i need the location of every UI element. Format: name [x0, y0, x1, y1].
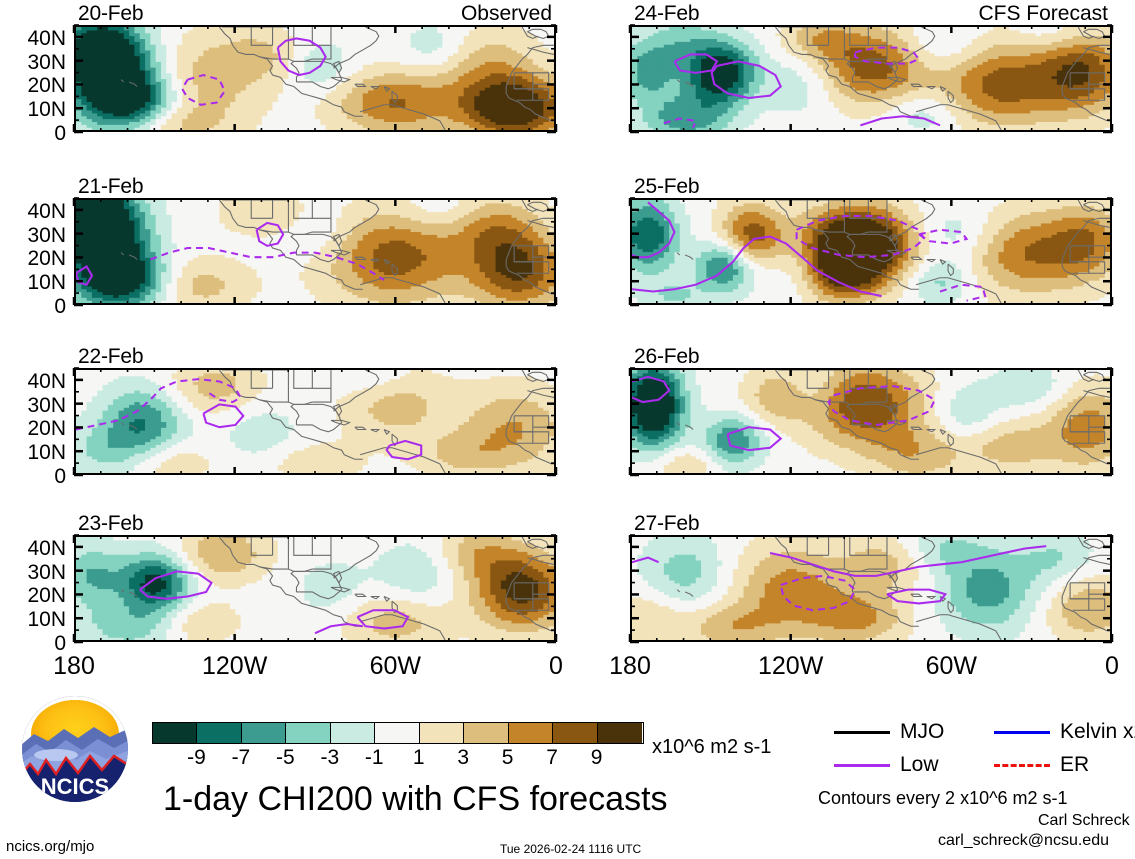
main-title: 1-day CHI200 with CFS forecasts — [163, 780, 668, 819]
map-panel-20-feb — [74, 25, 556, 132]
y-tick-label: 0 — [54, 633, 66, 654]
x-tick-label: 120W — [202, 654, 267, 679]
colorbar-tick-label: -7 — [232, 746, 251, 770]
legend-line-swatch — [994, 763, 1050, 767]
x-tick-label: 0 — [549, 654, 563, 679]
author-email: carl_schreck@ncsu.edu — [938, 832, 1109, 850]
colorbar-tick-label: -9 — [187, 746, 206, 770]
colorbar-cell — [286, 723, 331, 743]
map-panel-23-feb — [74, 535, 556, 642]
legend-label: ER — [1060, 753, 1089, 777]
y-tick-label: 10N — [27, 442, 66, 463]
colorbar: -9 -7 -5 -3 -1 1 3 5 7 9 — [152, 722, 644, 769]
site-url[interactable]: ncics.org/mjo — [6, 838, 94, 855]
colorbar-cell — [553, 723, 598, 743]
map-panel-22-feb — [74, 368, 556, 475]
map-panel-25-feb — [630, 198, 1112, 305]
colorbar-tick-label: 7 — [546, 746, 558, 770]
y-tick-label: 40N — [27, 201, 66, 222]
panel-title-23-feb: 23-Feb — [78, 512, 144, 536]
legend-line-swatch — [994, 730, 1050, 734]
map-panel-26-feb — [630, 368, 1112, 475]
colorbar-tick-label: -1 — [365, 746, 384, 770]
y-tick-label: 20N — [27, 248, 66, 269]
y-tick-label: 30N — [27, 52, 66, 73]
legend-item-kelvin-x2: Kelvin x2 — [994, 720, 1135, 744]
y-tick-label: 40N — [27, 371, 66, 392]
colorbar-tick-label: -3 — [320, 746, 339, 770]
panel-title-26-feb: 26-Feb — [634, 345, 700, 369]
y-axis-labels: 40N 30N 20N 10N 0 — [0, 25, 66, 144]
y-tick-label: 0 — [54, 466, 66, 487]
x-axis-labels: 180 120W 60W 0 — [609, 654, 1119, 684]
panel-title-20-feb: 20-Feb — [78, 2, 144, 26]
x-axis-labels: 180 120W 60W 0 — [53, 654, 563, 684]
y-tick-label: 30N — [27, 562, 66, 583]
colorbar-cell — [597, 723, 642, 743]
author-name: Carl Schreck — [1038, 812, 1130, 830]
colorbar-units-label: x10^6 m2 s-1 — [652, 736, 771, 759]
colorbar-cell — [375, 723, 420, 743]
y-tick-label: 30N — [27, 225, 66, 246]
panel-title-22-feb: 22-Feb — [78, 345, 144, 369]
colorbar-cell — [419, 723, 465, 743]
y-tick-label: 20N — [27, 585, 66, 606]
y-tick-label: 20N — [27, 75, 66, 96]
map-panel-24-feb — [630, 25, 1112, 132]
legend-label: Kelvin x2 — [1060, 720, 1135, 744]
legend-label: Low — [900, 753, 939, 777]
y-axis-labels: 40N 30N 20N 10N 0 — [0, 535, 66, 654]
panel-title-24-feb: 24-Feb — [634, 2, 700, 26]
legend-item-er: ER — [994, 753, 1089, 777]
colorbar-tick-label: -5 — [276, 746, 295, 770]
x-tick-label: 180 — [609, 654, 651, 679]
colorbar-cell — [153, 723, 198, 743]
x-tick-label: 180 — [53, 654, 95, 679]
colorbar-tick-label: 9 — [591, 746, 603, 770]
y-axis-labels: 40N 30N 20N 10N 0 — [0, 368, 66, 487]
panel-title-25-feb: 25-Feb — [634, 175, 700, 199]
colorbar-tick-label: 3 — [457, 746, 469, 770]
legend-line-swatch — [834, 763, 890, 767]
legend-item-low: Low — [834, 753, 939, 777]
colorbar-strip — [152, 722, 644, 744]
y-tick-label: 40N — [27, 538, 66, 559]
colorbar-cell — [464, 723, 509, 743]
contour-interval-note: Contours every 2 x10^6 m2 s-1 — [818, 788, 1068, 809]
x-tick-label: 60W — [370, 654, 421, 679]
legend-line-swatch — [834, 730, 890, 734]
colorbar-cell — [508, 723, 554, 743]
x-tick-label: 0 — [1105, 654, 1119, 679]
panel-title-27-feb: 27-Feb — [634, 512, 700, 536]
colorbar-cell — [330, 723, 376, 743]
colorbar-tick-label: 1 — [413, 746, 425, 770]
legend-item-mjo: MJO — [834, 720, 944, 744]
legend-label: MJO — [900, 720, 944, 744]
y-tick-label: 10N — [27, 272, 66, 293]
y-tick-label: 40N — [27, 28, 66, 49]
ncics-logo: NCICS — [20, 694, 130, 804]
timestamp: Tue 2026-02-24 1116 UTC — [500, 842, 641, 856]
x-tick-label: 120W — [758, 654, 823, 679]
column-header-cfs-forecast: CFS Forecast — [630, 2, 1108, 26]
column-header-observed: Observed — [74, 2, 552, 26]
colorbar-cell — [241, 723, 287, 743]
y-tick-label: 20N — [27, 418, 66, 439]
colorbar-cell — [197, 723, 242, 743]
y-tick-label: 30N — [27, 395, 66, 416]
y-tick-label: 10N — [27, 609, 66, 630]
colorbar-tick-label: 5 — [502, 746, 514, 770]
y-axis-labels: 40N 30N 20N 10N 0 — [0, 198, 66, 317]
map-panel-21-feb — [74, 198, 556, 305]
x-tick-label: 60W — [926, 654, 977, 679]
y-tick-label: 0 — [54, 123, 66, 144]
logo-text: NCICS — [41, 774, 109, 799]
panel-title-21-feb: 21-Feb — [78, 175, 144, 199]
map-panel-27-feb — [630, 535, 1112, 642]
y-tick-label: 0 — [54, 296, 66, 317]
y-tick-label: 10N — [27, 99, 66, 120]
